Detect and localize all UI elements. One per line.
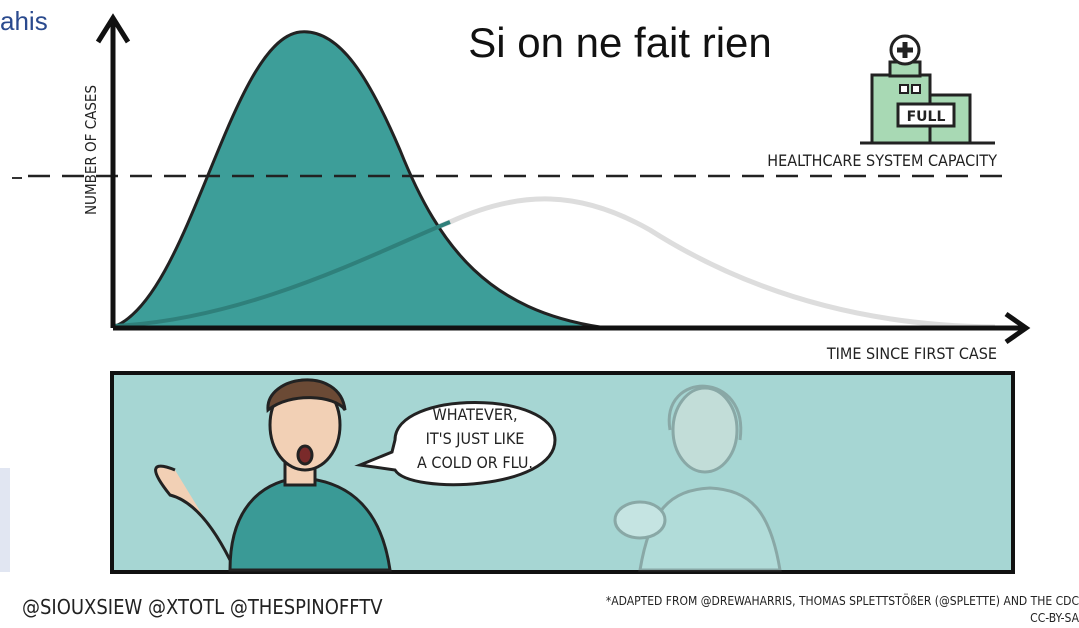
capacity-label: HEALTHCARE SYSTEM CAPACITY	[767, 151, 997, 170]
y-axis-label: NUMBER OF CASES	[82, 85, 100, 215]
speech-line: WHATEVER,	[432, 405, 517, 424]
speech-line: IT'S JUST LIKE	[426, 429, 525, 448]
license: CC-BY-SA	[1030, 611, 1079, 625]
side-panel	[0, 468, 10, 572]
speech-line: A COLD OR FLU.	[417, 453, 533, 472]
cropped-text: ahis	[0, 6, 48, 36]
x-axis-label: TIME SINCE FIRST CASE	[826, 344, 997, 363]
title: Si on ne fait rien	[468, 19, 772, 66]
credits: @SIOUXSIEW @XTOTL @THESPINOFFTV	[22, 595, 383, 619]
source: *ADAPTED FROM @DREWAHARRIS, THOMAS SPLET…	[606, 592, 1079, 608]
slide: ahis NUMBER OF CASES HEALTHCARE SYSTEM C…	[0, 0, 1079, 628]
hospital-sign: FULL	[907, 109, 946, 125]
